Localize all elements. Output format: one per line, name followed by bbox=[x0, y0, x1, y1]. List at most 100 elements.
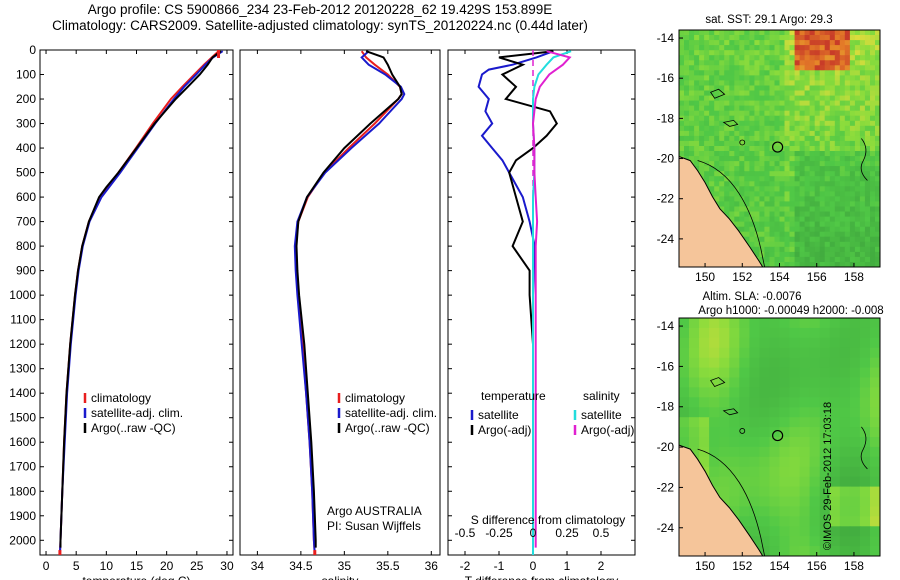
map-cell bbox=[859, 176, 866, 182]
annotation-pi: PI: Susan Wijffels bbox=[327, 519, 421, 533]
map-cell bbox=[819, 50, 826, 56]
map-cell bbox=[854, 95, 861, 102]
map-cell bbox=[774, 181, 781, 187]
map-cell bbox=[834, 80, 841, 86]
map-cell bbox=[789, 55, 796, 61]
sla-map-subtitle: Argo h1000: -0.00049 h2000: -0.008 bbox=[698, 305, 883, 317]
map-cell bbox=[694, 95, 700, 102]
map-cell bbox=[870, 327, 880, 339]
map-cell bbox=[679, 65, 685, 71]
map-cell bbox=[799, 216, 806, 223]
map-cell bbox=[714, 30, 720, 36]
map-cell bbox=[754, 241, 760, 248]
map-cell bbox=[875, 151, 880, 157]
map-cell bbox=[829, 417, 841, 428]
map-cell bbox=[870, 95, 876, 102]
map-cell bbox=[779, 80, 786, 86]
map-cell bbox=[784, 171, 791, 177]
map-cell bbox=[870, 506, 880, 517]
map-cell bbox=[759, 216, 765, 223]
map-cell bbox=[819, 156, 826, 162]
map-cell bbox=[824, 125, 831, 132]
map-cell bbox=[824, 75, 831, 81]
map-cell bbox=[759, 206, 765, 213]
map-cell bbox=[794, 186, 801, 192]
map-cell bbox=[864, 256, 871, 263]
map-cell bbox=[824, 262, 831, 267]
map-cell bbox=[689, 327, 700, 339]
map-cell bbox=[839, 367, 851, 379]
map-cell bbox=[779, 476, 791, 488]
map-cell bbox=[829, 367, 841, 379]
map-cell bbox=[870, 456, 880, 468]
map-cell bbox=[749, 110, 755, 117]
map-cell bbox=[729, 55, 735, 61]
map-cell bbox=[774, 171, 781, 177]
map-cell bbox=[839, 476, 851, 488]
map-cell bbox=[839, 427, 851, 438]
map-cell bbox=[779, 196, 786, 202]
map-cell bbox=[734, 201, 740, 207]
map-cell bbox=[709, 140, 715, 147]
map-cell bbox=[870, 35, 876, 41]
map-cell bbox=[719, 50, 725, 56]
map-cell bbox=[839, 176, 846, 182]
map-cell bbox=[844, 246, 851, 253]
map-cell bbox=[839, 110, 846, 117]
lon-tick-label: 156 bbox=[807, 559, 827, 573]
map-cell bbox=[764, 262, 770, 267]
map-cell bbox=[799, 476, 811, 488]
map-cell bbox=[864, 35, 871, 41]
map-cell bbox=[839, 211, 846, 218]
map-cell bbox=[809, 115, 816, 122]
map-cell bbox=[789, 60, 796, 66]
map-cell bbox=[679, 397, 690, 408]
map-cell bbox=[784, 30, 791, 36]
map-cell bbox=[854, 181, 861, 187]
map-cell bbox=[804, 95, 811, 102]
map-cell bbox=[759, 140, 765, 147]
map-cell bbox=[870, 45, 876, 51]
map-cell bbox=[789, 246, 796, 253]
map-cell bbox=[774, 75, 781, 81]
map-cell bbox=[854, 216, 861, 223]
map-cell bbox=[719, 427, 730, 438]
map-cell bbox=[875, 55, 880, 61]
map-cell bbox=[779, 337, 791, 349]
map-cell bbox=[729, 318, 740, 329]
map-cell bbox=[809, 251, 816, 258]
map-cell bbox=[769, 30, 776, 36]
map-cell bbox=[684, 70, 690, 76]
watermark: ©IMOS 29-Feb-2012 17:03:18 bbox=[821, 401, 834, 551]
map-cell bbox=[809, 125, 816, 132]
map-cell bbox=[709, 377, 720, 388]
map-cell bbox=[859, 327, 871, 339]
map-cell bbox=[864, 95, 871, 102]
map-cell bbox=[779, 201, 786, 207]
map-cell bbox=[849, 95, 856, 102]
map-cell bbox=[744, 50, 750, 56]
map-cell bbox=[839, 30, 846, 36]
map-cell bbox=[774, 186, 781, 192]
reef-contour bbox=[710, 88, 739, 127]
map-cell bbox=[839, 115, 846, 122]
map-cell bbox=[739, 80, 745, 86]
map-cell bbox=[779, 206, 786, 213]
map-cell bbox=[759, 100, 765, 107]
map-cell bbox=[859, 407, 871, 418]
map-cell bbox=[814, 110, 821, 117]
map-cell bbox=[804, 166, 811, 172]
map-cell bbox=[829, 120, 836, 127]
map-cell bbox=[859, 211, 866, 218]
map-cell bbox=[849, 536, 861, 547]
map-cell bbox=[714, 70, 720, 76]
map-cell bbox=[834, 156, 841, 162]
map-cell bbox=[854, 206, 861, 213]
map-cell bbox=[824, 171, 831, 177]
map-cell bbox=[784, 216, 791, 223]
y-tick-label: 1400 bbox=[9, 386, 36, 400]
map-cell bbox=[739, 130, 745, 137]
map-cell bbox=[699, 70, 705, 76]
map-cell bbox=[704, 176, 710, 182]
map-cell bbox=[739, 95, 745, 102]
